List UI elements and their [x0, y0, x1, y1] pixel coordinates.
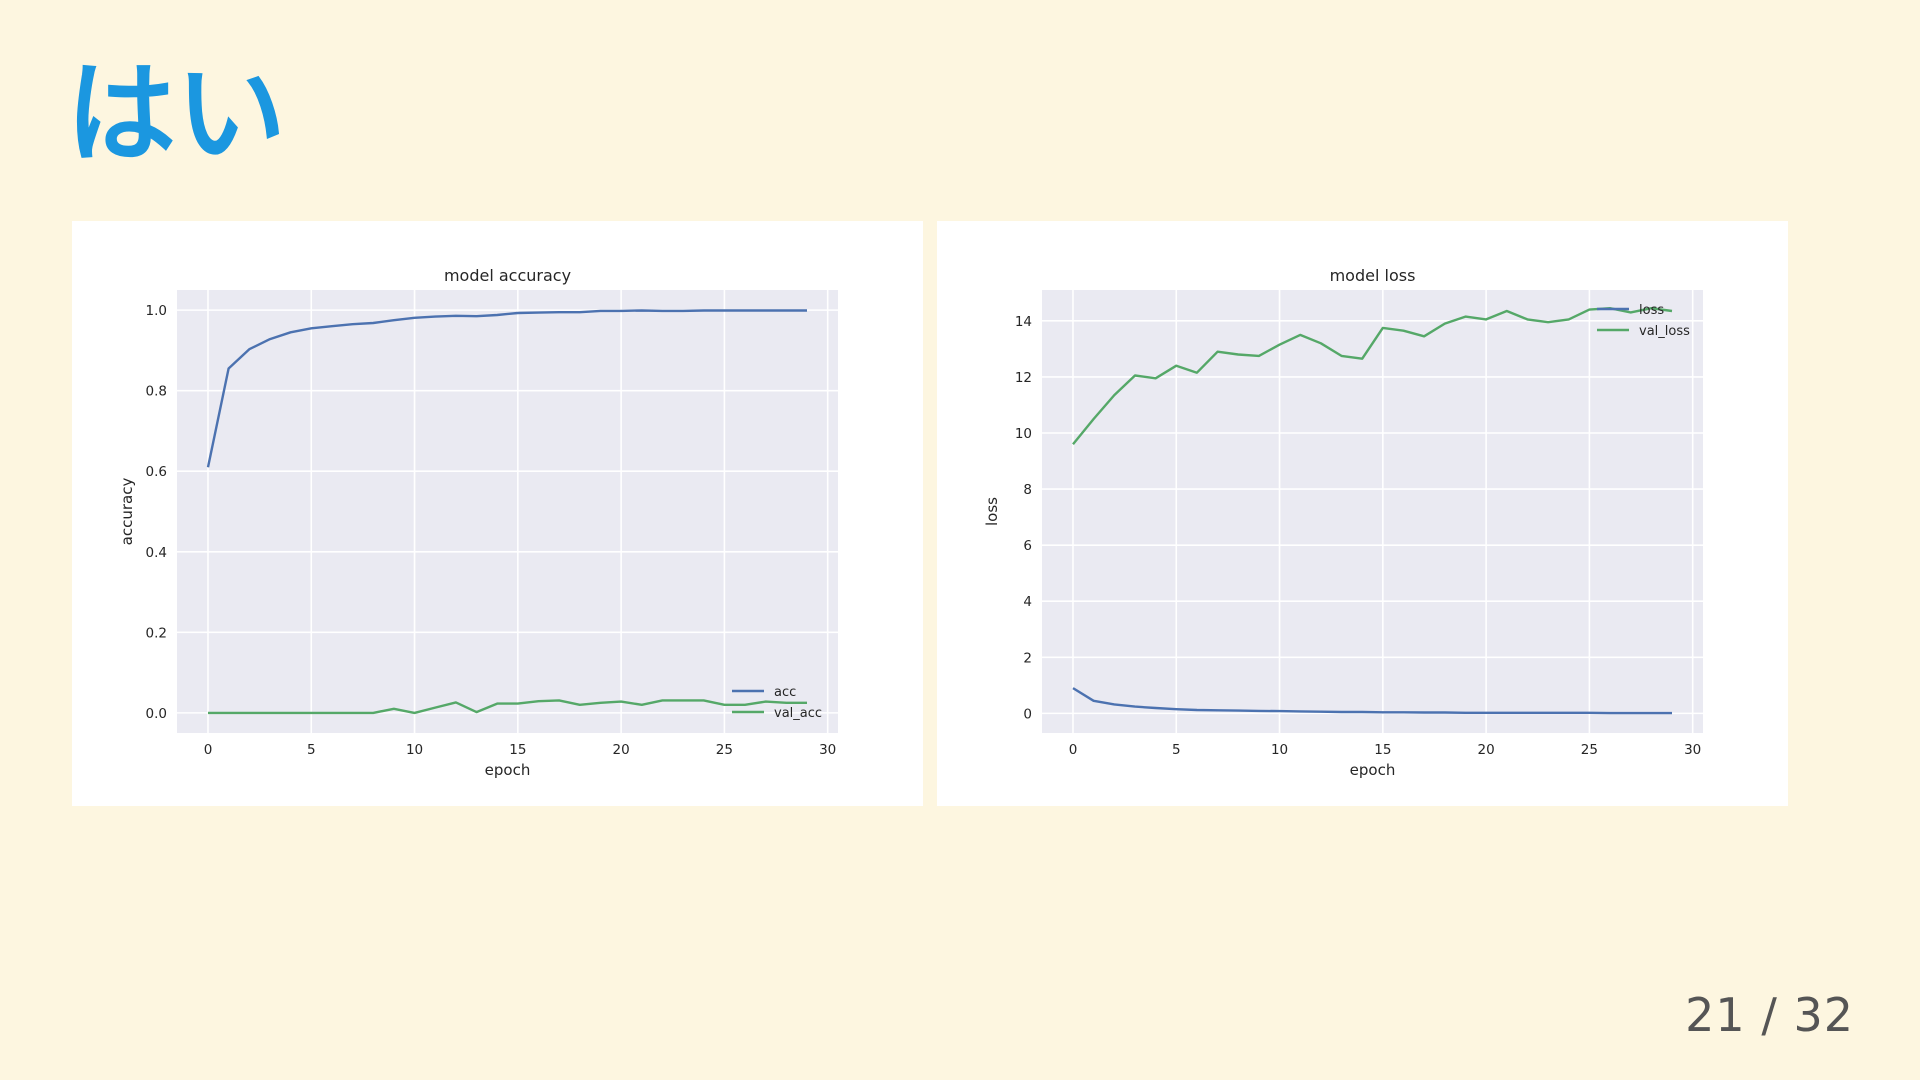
- y-tick-label: 0: [1023, 706, 1032, 722]
- loss-chart-panel: 0 5 10 15 20 25 30 0 2 4 6 8 10 12 14 model loss epoch lo…: [937, 221, 1788, 806]
- loss-chart: 0 5 10 15 20 25 30 0 2 4 6 8 10 12 14 model loss epoch lo…: [983, 266, 1703, 779]
- x-tick-label: 30: [819, 742, 836, 758]
- x-tick-label: 25: [1581, 742, 1598, 758]
- x-tick-label: 10: [1271, 742, 1288, 758]
- x-tick-label: 5: [1172, 742, 1181, 758]
- x-tick-label: 10: [406, 742, 423, 758]
- series-line-loss: [1072, 687, 1672, 715]
- y-tick-label: 4: [1023, 594, 1032, 610]
- page-separator: /: [1761, 988, 1778, 1042]
- y-tick-label: 10: [1015, 426, 1032, 442]
- chart-title: model loss: [1330, 266, 1416, 285]
- y-tick-label: 0.8: [146, 384, 167, 400]
- x-tick-label: 30: [1684, 742, 1701, 758]
- y-tick-label: 0.2: [146, 625, 167, 641]
- x-tick-label: 15: [1374, 742, 1391, 758]
- series-line-acc: [206, 309, 807, 468]
- y-tick-label: 8: [1023, 482, 1032, 498]
- y-tick-label: 0.6: [146, 464, 167, 480]
- y-tick-label: 2: [1023, 650, 1032, 666]
- plot-area: [1042, 290, 1703, 733]
- x-tick-label: 0: [204, 742, 213, 758]
- accuracy-chart: 0 5 10 15 20 25 30 0.0 0.2 0.4 0.6 0.8 1.0 model accu…: [118, 266, 838, 779]
- x-tick-label: 20: [613, 742, 630, 758]
- y-tick-label: 1.0: [146, 303, 167, 319]
- x-tick-label: 25: [716, 742, 733, 758]
- y-tick-label: 12: [1015, 370, 1032, 386]
- y-axis-label: loss: [983, 497, 1001, 526]
- page-total: 32: [1793, 988, 1854, 1042]
- y-tick-label: 14: [1015, 314, 1032, 330]
- x-tick-label: 5: [307, 742, 316, 758]
- series-line-val-acc: [208, 699, 807, 715]
- x-tick-label: 0: [1069, 742, 1078, 758]
- x-tick-label: 15: [509, 742, 526, 758]
- y-tick-label: 0.4: [146, 545, 167, 561]
- chart-title: model accuracy: [444, 266, 571, 285]
- y-tick-label: 0.0: [146, 706, 167, 722]
- page-number: 21 / 32: [1685, 988, 1854, 1042]
- accuracy-chart-panel: 0 5 10 15 20 25 30 0.0 0.2 0.4 0.6 0.8 1.0 model accu…: [72, 221, 923, 806]
- y-tick-label: 6: [1023, 538, 1032, 554]
- legend-label: val_loss: [1639, 324, 1690, 339]
- page-current: 21: [1685, 988, 1746, 1042]
- legend-label: val_acc: [774, 706, 822, 721]
- y-axis-label: accuracy: [118, 478, 136, 546]
- x-axis-label: epoch: [485, 761, 531, 779]
- series-line-val-loss: [1072, 306, 1673, 445]
- legend-label: acc: [774, 685, 796, 700]
- x-tick-label: 20: [1478, 742, 1495, 758]
- legend-label: loss: [1639, 303, 1664, 318]
- x-axis-label: epoch: [1350, 761, 1396, 779]
- plot-area: [177, 290, 838, 733]
- slide-title: はい: [66, 50, 286, 178]
